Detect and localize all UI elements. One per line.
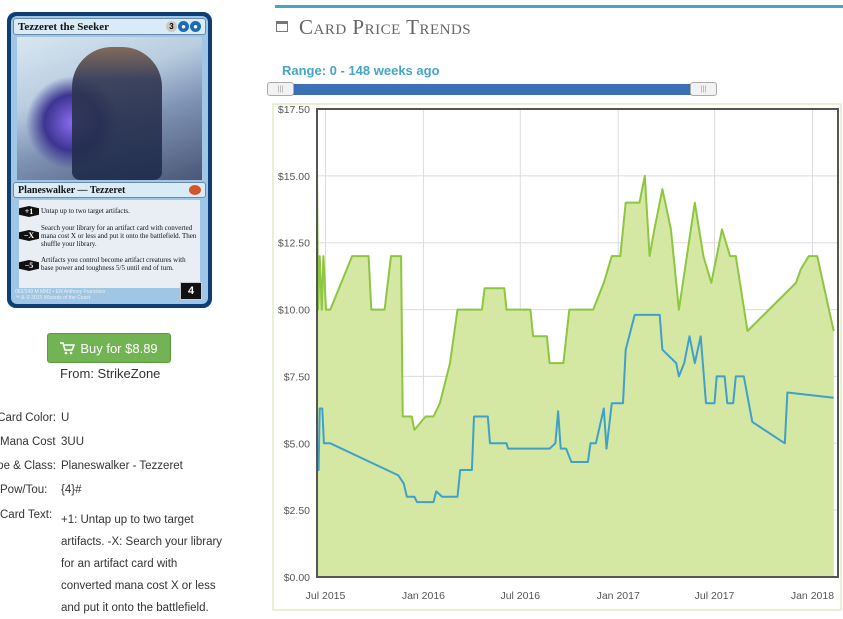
blue-mana-icon: ● (190, 21, 201, 32)
plot-frame (316, 108, 839, 578)
x-tick-label: Jul 2017 (695, 590, 735, 602)
attr-label-card-text: Card Text: (0, 509, 53, 521)
attr-value-color: U (61, 412, 70, 424)
price-series-line-green (316, 174, 835, 431)
range-slider-handle-start[interactable]: ||| (267, 82, 294, 96)
card-ability: −X Search your library for an artifact c… (19, 224, 200, 248)
y-tick-label: $2.50 (284, 505, 310, 517)
card-type-bar: Planeswalker — Tezzeret (13, 182, 206, 198)
attr-value-pow-tou: {4}# (61, 484, 82, 496)
attr-value-card-text: +1: Untap up to two target artifacts. -X… (61, 514, 223, 614)
card-image: Tezzeret the Seeker 3 ● ● Planeswalker —… (7, 12, 212, 308)
x-tick-label: Jan 2017 (597, 590, 640, 602)
blue-mana-icon: ● (178, 21, 189, 32)
card-ability: −5 Artifacts you control become artifact… (19, 256, 200, 272)
attr-value-type: Planeswalker - Tezzeret (61, 460, 183, 472)
buy-button[interactable]: Buy for $8.89 (47, 333, 171, 363)
section-title: Card Price Trends (299, 15, 472, 39)
loyalty-cost: −X (19, 230, 39, 241)
generic-mana-icon: 3 (166, 21, 177, 32)
attr-label-color: Card Color: (0, 412, 56, 424)
x-tick-label: Jul 2015 (306, 590, 346, 602)
attr-value-mana-cost: 3UU (61, 436, 85, 448)
x-tick-label: Jul 2016 (500, 590, 540, 602)
card-type-line: Planeswalker — Tezzeret (18, 184, 126, 196)
attr-label-pow-tou: Pow/Tou: (0, 484, 48, 496)
card-art (17, 37, 202, 180)
attr-label-mana-cost: Mana Cost (0, 436, 56, 448)
card-footer: 062/249 M MM2 • EN Anthony Francisco ™ &… (15, 289, 106, 301)
card-textbox: +1 Untap up to two target artifacts. −X … (19, 200, 200, 288)
price-series-line-blue (316, 313, 834, 504)
y-tick-label: $17.50 (278, 104, 310, 116)
card-title-bar: Tezzeret the Seeker 3 ● ● (13, 18, 206, 35)
cart-icon (60, 341, 76, 354)
range-slider-handle-end[interactable]: ||| (690, 82, 717, 96)
x-tick-label: Jan 2016 (402, 590, 445, 602)
loyalty-cost: −5 (19, 260, 39, 271)
y-tick-label: $15.00 (278, 171, 310, 183)
y-tick-label: $12.50 (278, 238, 310, 250)
seller-text: From: StrikeZone (60, 366, 161, 381)
price-chart: $0.00 $2.50 $5.00 $7.50 $10.00 $12.50 $15.00 $1… (272, 103, 842, 611)
y-tick-label: $10.00 (278, 305, 310, 317)
y-tick-label: $0.00 (284, 572, 310, 584)
section-divider (275, 5, 843, 8)
mana-symbols: 3 ● ● (166, 21, 201, 32)
range-label: Range: 0 - 148 weeks ago (282, 63, 440, 78)
loyalty-cost: +1 (19, 206, 39, 217)
range-slider-selection (280, 84, 700, 95)
calendar-icon (276, 21, 288, 32)
y-tick-label: $7.50 (284, 371, 310, 383)
card-ability: +1 Untap up to two target artifacts. (19, 206, 200, 217)
set-symbol-icon (189, 185, 201, 195)
buy-button-label: Buy for $8.89 (80, 340, 158, 356)
y-tick-label: $5.00 (284, 438, 310, 450)
series-area-fill (317, 175, 834, 577)
loyalty-box: 4 (180, 282, 202, 300)
card-name: Tezzeret the Seeker (18, 20, 110, 33)
attr-label-type: Type & Class: (0, 460, 56, 472)
x-tick-label: Jan 2018 (791, 590, 834, 602)
